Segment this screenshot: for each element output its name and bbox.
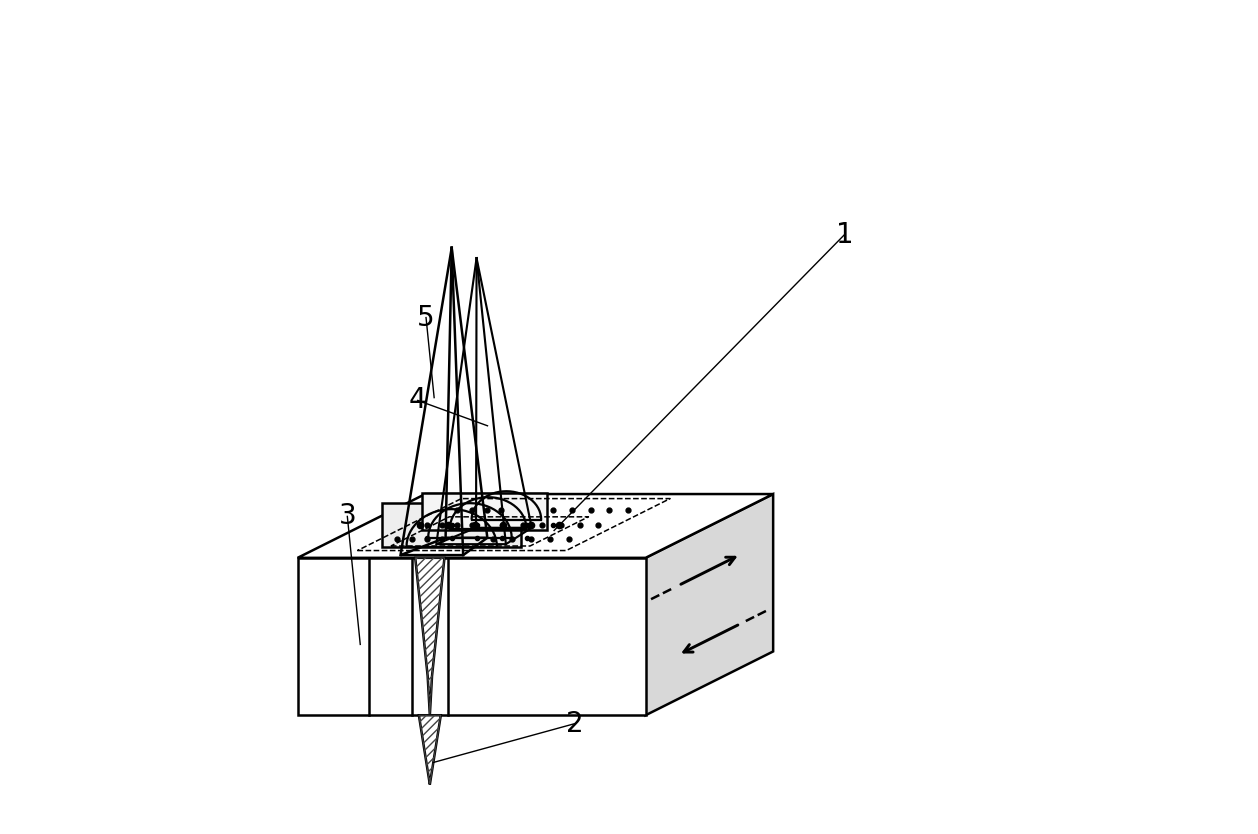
- Text: 1: 1: [835, 221, 853, 249]
- Polygon shape: [645, 494, 774, 716]
- Text: 4: 4: [409, 386, 426, 414]
- Polygon shape: [419, 716, 440, 785]
- Polygon shape: [298, 558, 645, 716]
- Polygon shape: [415, 558, 444, 716]
- Text: 3: 3: [338, 502, 356, 530]
- Polygon shape: [298, 494, 774, 558]
- Polygon shape: [421, 493, 547, 530]
- Text: 5: 5: [418, 304, 435, 332]
- Text: 2: 2: [566, 710, 584, 737]
- Polygon shape: [382, 503, 521, 547]
